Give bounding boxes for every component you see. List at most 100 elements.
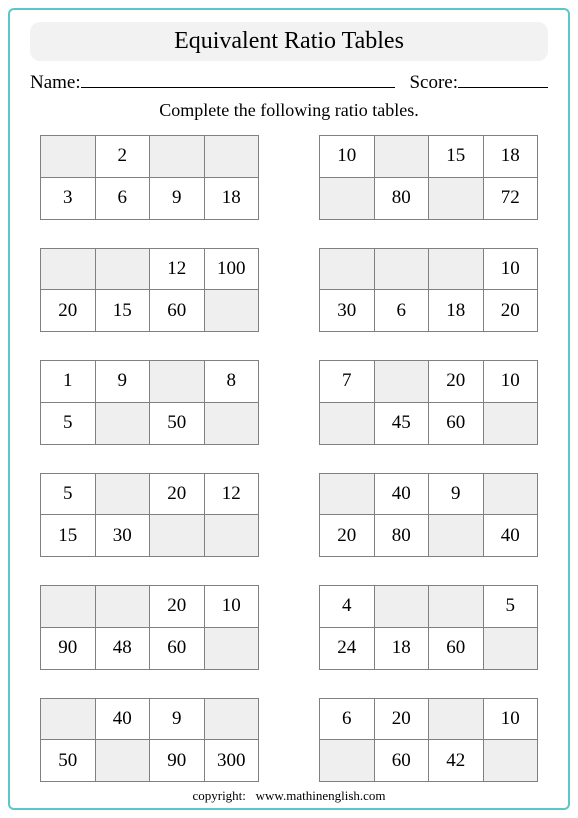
value-cell: 12 xyxy=(150,248,205,290)
value-cell: 6 xyxy=(374,290,429,332)
value-cell: 20 xyxy=(150,473,205,515)
blank-cell[interactable] xyxy=(41,586,96,628)
score-input-line[interactable] xyxy=(458,69,548,88)
value-cell: 12 xyxy=(204,473,259,515)
value-cell: 60 xyxy=(150,627,205,669)
value-cell: 20 xyxy=(429,361,484,403)
ratio-table: 520121530 xyxy=(40,473,259,558)
value-cell: 1 xyxy=(41,361,96,403)
blank-cell[interactable] xyxy=(204,698,259,740)
value-cell: 10 xyxy=(483,698,538,740)
ratio-table: 4095090300 xyxy=(40,698,259,783)
value-cell: 8 xyxy=(204,361,259,403)
value-cell: 9 xyxy=(150,698,205,740)
value-cell: 15 xyxy=(95,290,150,332)
value-cell: 30 xyxy=(320,290,375,332)
blank-cell[interactable] xyxy=(320,248,375,290)
blank-cell[interactable] xyxy=(374,586,429,628)
blank-cell[interactable] xyxy=(320,473,375,515)
value-cell: 20 xyxy=(320,515,375,557)
blank-cell[interactable] xyxy=(320,740,375,782)
value-cell: 20 xyxy=(150,586,205,628)
ratio-table: 1015188072 xyxy=(319,135,538,220)
blank-cell[interactable] xyxy=(429,586,484,628)
blank-cell[interactable] xyxy=(41,248,96,290)
blank-cell[interactable] xyxy=(41,698,96,740)
value-cell: 100 xyxy=(204,248,259,290)
value-cell: 7 xyxy=(320,361,375,403)
value-cell: 20 xyxy=(374,698,429,740)
ratio-table: 12100201560 xyxy=(40,248,259,333)
value-cell: 6 xyxy=(320,698,375,740)
blank-cell[interactable] xyxy=(150,361,205,403)
blank-cell[interactable] xyxy=(374,248,429,290)
blank-cell[interactable] xyxy=(95,473,150,515)
value-cell: 90 xyxy=(150,740,205,782)
value-cell: 15 xyxy=(41,515,96,557)
value-cell: 6 xyxy=(95,177,150,219)
blank-cell[interactable] xyxy=(150,515,205,557)
ratio-table: 19 8 5 50 xyxy=(40,360,259,445)
value-cell: 18 xyxy=(204,177,259,219)
blank-cell[interactable] xyxy=(95,248,150,290)
blank-cell[interactable] xyxy=(204,402,259,444)
value-cell: 300 xyxy=(204,740,259,782)
copyright-site: www.mathinenglish.com xyxy=(256,788,386,803)
value-cell: 4 xyxy=(320,586,375,628)
blank-cell[interactable] xyxy=(429,515,484,557)
blank-cell[interactable] xyxy=(374,136,429,178)
blank-cell[interactable] xyxy=(374,361,429,403)
value-cell: 18 xyxy=(429,290,484,332)
value-cell: 50 xyxy=(150,402,205,444)
value-cell: 5 xyxy=(41,402,96,444)
name-label: Name: xyxy=(30,72,81,94)
blank-cell[interactable] xyxy=(483,627,538,669)
blank-cell[interactable] xyxy=(204,290,259,332)
blank-cell[interactable] xyxy=(41,136,96,178)
name-input-line[interactable] xyxy=(81,69,396,88)
value-cell: 40 xyxy=(483,515,538,557)
blank-cell[interactable] xyxy=(483,740,538,782)
value-cell: 24 xyxy=(320,627,375,669)
value-cell: 9 xyxy=(95,361,150,403)
blank-cell[interactable] xyxy=(204,515,259,557)
page-title: Equivalent Ratio Tables xyxy=(30,22,548,61)
value-cell: 40 xyxy=(95,698,150,740)
value-cell: 10 xyxy=(483,361,538,403)
ratio-table: 620 10 6042 xyxy=(319,698,538,783)
ratio-table: 236918 xyxy=(40,135,259,220)
blank-cell[interactable] xyxy=(95,740,150,782)
blank-cell[interactable] xyxy=(320,177,375,219)
ratio-table: 7 2010 4560 xyxy=(319,360,538,445)
value-cell: 3 xyxy=(41,177,96,219)
value-cell: 15 xyxy=(429,136,484,178)
value-cell: 60 xyxy=(429,627,484,669)
value-cell: 80 xyxy=(374,177,429,219)
value-cell: 2 xyxy=(95,136,150,178)
blank-cell[interactable] xyxy=(204,136,259,178)
worksheet-page: Equivalent Ratio Tables Name: Score: Com… xyxy=(8,8,570,810)
blank-cell[interactable] xyxy=(204,627,259,669)
blank-cell[interactable] xyxy=(95,586,150,628)
copyright-label: copyright: xyxy=(192,788,245,803)
tables-grid: 2369181015188072121002015601030618201985… xyxy=(30,135,548,782)
ratio-table: 2010904860 xyxy=(40,585,259,670)
score-label: Score: xyxy=(409,72,458,94)
value-cell: 48 xyxy=(95,627,150,669)
blank-cell[interactable] xyxy=(483,473,538,515)
value-cell: 10 xyxy=(204,586,259,628)
value-cell: 60 xyxy=(429,402,484,444)
blank-cell[interactable] xyxy=(429,248,484,290)
blank-cell[interactable] xyxy=(95,402,150,444)
blank-cell[interactable] xyxy=(483,402,538,444)
value-cell: 45 xyxy=(374,402,429,444)
value-cell: 9 xyxy=(429,473,484,515)
value-cell: 42 xyxy=(429,740,484,782)
blank-cell[interactable] xyxy=(429,177,484,219)
blank-cell[interactable] xyxy=(429,698,484,740)
instruction-text: Complete the following ratio tables. xyxy=(30,100,548,121)
value-cell: 60 xyxy=(374,740,429,782)
value-cell: 18 xyxy=(374,627,429,669)
blank-cell[interactable] xyxy=(150,136,205,178)
blank-cell[interactable] xyxy=(320,402,375,444)
